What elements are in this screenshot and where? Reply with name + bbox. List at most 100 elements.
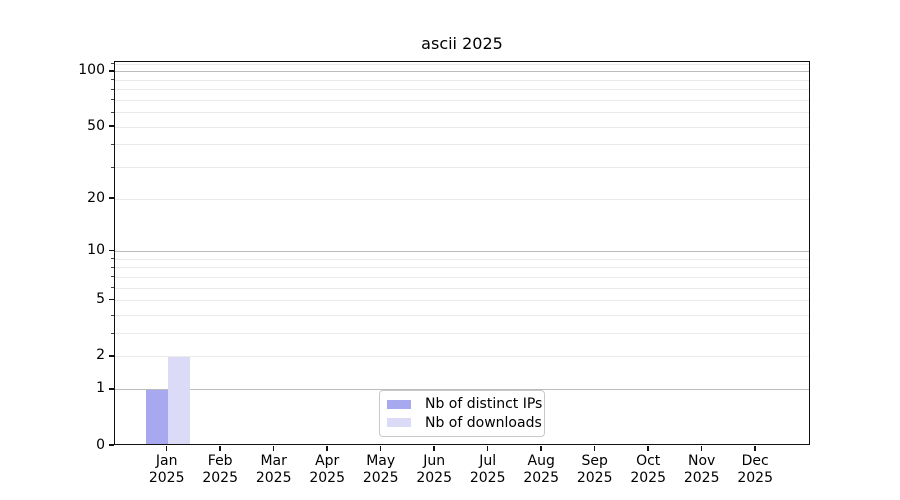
legend-swatch [387, 399, 411, 409]
gridline-minor [115, 79, 809, 81]
legend-label: Nb of distinct IPs [425, 396, 543, 413]
x-tick-month: Apr [315, 453, 340, 469]
x-tick-year: 2025 [576, 470, 613, 486]
x-tick [272, 445, 275, 451]
y-minor-tick [111, 88, 114, 90]
gridline-minor [115, 99, 809, 101]
x-tick-month: Jul [479, 453, 497, 469]
y-minor-tick [111, 99, 114, 101]
y-tick-label: 50 [87, 117, 105, 134]
x-tick-month: Aug [527, 453, 555, 469]
y-tick [109, 388, 114, 390]
x-tick-month: Jun [423, 453, 446, 469]
y-minor-tick [111, 266, 114, 268]
x-tick-month: Oct [636, 453, 661, 469]
plot-area [114, 61, 810, 445]
x-tick [647, 445, 649, 451]
x-tick-month: May [366, 453, 396, 469]
gridline-minor [115, 267, 809, 269]
bar-distinct-ips [145, 389, 168, 445]
y-minor-tick [111, 276, 114, 278]
gridline-major [115, 71, 809, 73]
y-minor-tick [111, 166, 114, 168]
gridline-minor [115, 300, 809, 302]
x-tick-year: 2025 [148, 470, 185, 486]
x-tick [540, 445, 542, 451]
legend-label: Nb of downloads [425, 414, 542, 431]
x-tick-year: 2025 [630, 470, 666, 486]
x-tick [165, 445, 168, 451]
y-tick [109, 355, 114, 357]
x-tick-label: Aug 2025 [501, 453, 581, 487]
x-tick [379, 445, 382, 451]
gridline-minor [115, 287, 809, 289]
x-tick-year: 2025 [683, 470, 720, 486]
y-minor-tick [111, 258, 114, 260]
gridline-minor [115, 167, 809, 169]
x-tick-year: 2025 [309, 470, 345, 486]
y-tick [109, 70, 114, 72]
legend-item: Nb of downloads [387, 415, 542, 431]
y-minor-tick [111, 332, 114, 334]
x-tick-label: Sep 2025 [555, 453, 635, 487]
x-tick [754, 445, 756, 451]
x-tick-month: Sep [581, 453, 608, 469]
x-tick-label: Jun 2025 [394, 453, 474, 487]
x-tick-year: 2025 [362, 470, 399, 486]
y-tick-label: 5 [96, 291, 105, 308]
x-tick-year: 2025 [202, 470, 238, 486]
gridline-minor [115, 63, 809, 65]
x-tick-month: Dec [741, 453, 769, 469]
gridline-minor [115, 198, 809, 200]
bar-downloads [167, 356, 190, 445]
gridline-minor [115, 315, 809, 316]
x-tick [486, 445, 489, 451]
gridline-major [115, 389, 809, 391]
y-minor-tick [111, 111, 114, 113]
x-tick-label: Jan 2025 [127, 453, 207, 487]
y-minor-tick [111, 314, 114, 316]
x-tick-label: Nov 2025 [662, 453, 742, 487]
x-tick-year: 2025 [255, 470, 292, 486]
x-tick-label: Mar 2025 [234, 453, 314, 487]
gridline-minor [115, 126, 809, 128]
y-tick-label: 20 [87, 189, 105, 206]
y-tick-label: 100 [78, 62, 105, 79]
y-tick [109, 444, 114, 446]
x-tick-label: Jul 2025 [448, 453, 528, 487]
chart-title: ascii 2025 [421, 34, 503, 53]
y-tick [109, 298, 114, 301]
gridline-minor [115, 276, 809, 278]
x-tick [433, 445, 435, 451]
x-tick-label: Feb 2025 [180, 453, 260, 487]
x-tick-year: 2025 [469, 470, 506, 486]
y-tick-label: 1 [96, 380, 105, 397]
legend-swatch [387, 418, 411, 428]
gridline-minor [115, 89, 809, 91]
x-tick-month: Feb [207, 453, 233, 469]
y-tick-label: 10 [87, 242, 105, 259]
gridline-minor [115, 112, 809, 114]
gridline-major [115, 251, 809, 253]
y-tick [109, 125, 114, 127]
y-tick-label: 2 [96, 347, 105, 364]
x-tick-label: Oct 2025 [608, 453, 688, 487]
gridline-minor [115, 333, 809, 335]
x-tick-label: May 2025 [341, 453, 421, 487]
y-tick [109, 249, 114, 252]
x-tick-month: Jan [155, 453, 178, 469]
y-minor-tick [111, 287, 114, 289]
x-tick [326, 445, 328, 451]
x-tick-month: Nov [688, 453, 716, 469]
gridline-minor [115, 258, 809, 260]
y-tick-label: 0 [96, 436, 105, 453]
x-tick-year: 2025 [416, 470, 452, 486]
x-tick-label: Dec 2025 [715, 453, 795, 487]
x-tick-year: 2025 [737, 470, 773, 486]
x-tick [219, 445, 221, 451]
legend: Nb of distinct IPs Nb of downloads [379, 390, 545, 437]
y-minor-tick [111, 63, 114, 65]
legend-item: Nb of distinct IPs [387, 396, 542, 412]
x-tick-label: Apr 2025 [287, 453, 367, 487]
